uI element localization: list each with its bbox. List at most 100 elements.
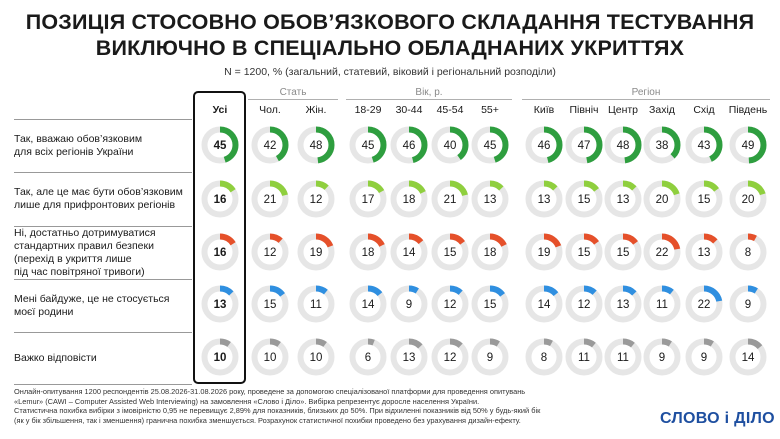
donut-cell: 11 — [297, 285, 335, 323]
donut-cell: 12 — [431, 338, 469, 376]
donut-value-label: 11 — [578, 352, 590, 364]
donut-value-label: 15 — [578, 247, 591, 259]
donut-cell: 18 — [390, 180, 428, 218]
donut-arc — [251, 233, 289, 271]
donut-arc — [685, 180, 723, 218]
donut-value-label: 13 — [214, 299, 227, 311]
donut-arc — [297, 180, 335, 218]
column-header: 45-54 — [436, 104, 464, 116]
donut-arc — [643, 180, 681, 218]
group-divider — [522, 99, 770, 100]
footer-line-3: Статистична похибка вибірки з імовірніст… — [14, 406, 541, 415]
row-label-line: під час повітряної тривоги) — [14, 265, 145, 278]
donut-arc — [431, 126, 469, 164]
donut-arc — [643, 338, 681, 376]
donut-value-label: 18 — [484, 247, 497, 259]
donut-cell: 6 — [349, 338, 387, 376]
footer-line-1: Онлайн-опитування 1200 респондентів 25.0… — [14, 387, 526, 396]
donut-value-label: 12 — [310, 194, 323, 206]
row-label: Ні, достатньо дотримуватися стандартних п… — [14, 227, 192, 278]
donut-arc — [729, 233, 767, 271]
row-label-line: Мені байдуже, це не стосується — [14, 292, 170, 305]
donut-value-label: 12 — [444, 299, 457, 311]
donut-value-label: 13 — [484, 194, 497, 206]
donut-arc — [471, 126, 509, 164]
donut-value-label: 38 — [656, 140, 669, 152]
row-label-line: Так, вважаю обов’язковим — [14, 132, 143, 145]
row-label-line: Важко відповісти — [14, 351, 97, 364]
donut-value-label: 10 — [214, 352, 227, 364]
donut-cell: 18 — [349, 233, 387, 271]
donut-cell: 13 — [201, 285, 239, 323]
donut-arc — [565, 180, 603, 218]
donut-arc — [201, 126, 239, 164]
donut-arc — [297, 338, 335, 376]
row-label-line: Ні, достатньо дотримуватися — [14, 226, 156, 239]
donut-arc — [525, 126, 563, 164]
donut-value-label: 12 — [264, 247, 277, 259]
donut-value-label: 15 — [698, 194, 711, 206]
row-label: Важко відповісти — [14, 333, 192, 383]
footer-line-2: «Lemur» (CAWI – Computer Assisted Web In… — [14, 396, 480, 406]
donut-value-label: 45 — [484, 140, 497, 152]
donut-cell: 10 — [251, 338, 289, 376]
donut-value-label: 49 — [742, 140, 755, 152]
donut-arc — [471, 233, 509, 271]
donut-value-label: 45 — [362, 140, 375, 152]
brand-logo: СЛОВО і ДІЛО — [660, 410, 775, 427]
row-separator — [14, 172, 192, 173]
donut-arc — [390, 233, 428, 271]
donut-arc — [565, 338, 603, 376]
row-label-line: для всіх регіонів України — [14, 145, 134, 158]
donut-value-label: 13 — [617, 194, 630, 206]
group-divider — [346, 99, 512, 100]
donut-value-label: 14 — [403, 247, 416, 259]
donut-arc — [729, 338, 767, 376]
donut-value-label: 20 — [656, 194, 669, 206]
row-label-line: моєї родини — [14, 305, 74, 318]
donut-arc — [297, 233, 335, 271]
donut-arc — [525, 180, 563, 218]
donut-cell: 46 — [390, 126, 428, 164]
donut-cell: 15 — [565, 233, 603, 271]
donut-cell: 14 — [525, 285, 563, 323]
column-header: 55+ — [481, 104, 499, 116]
donut-cell: 45 — [201, 126, 239, 164]
donut-arc — [251, 338, 289, 376]
donut-value-label: 16 — [214, 247, 227, 259]
row-separator — [14, 279, 192, 280]
column-header: 18-29 — [354, 104, 382, 116]
donut-cell: 42 — [251, 126, 289, 164]
donut-value-label: 15 — [617, 247, 630, 259]
donut-cell: 15 — [604, 233, 642, 271]
donut-arc — [565, 285, 603, 323]
donut-arc — [471, 180, 509, 218]
donut-arc — [525, 285, 563, 323]
donut-value-label: 8 — [745, 247, 751, 259]
donut-arc — [604, 285, 642, 323]
donut-arc — [349, 180, 387, 218]
donut-cell: 8 — [525, 338, 563, 376]
row-label-line: Так, але це має бути обов’язковим — [14, 186, 183, 198]
donut-arc — [565, 126, 603, 164]
donut-arc — [604, 126, 642, 164]
donut-cell: 13 — [685, 233, 723, 271]
donut-value-label: 22 — [656, 247, 669, 259]
donut-cell: 47 — [565, 126, 603, 164]
donut-cell: 13 — [604, 180, 642, 218]
donut-arc — [201, 285, 239, 323]
column-header: Схід — [693, 104, 715, 116]
donut-value-label: 11 — [617, 352, 629, 364]
donut-cell: 10 — [297, 338, 335, 376]
donut-cell: 18 — [471, 233, 509, 271]
donut-value-label: 21 — [444, 194, 457, 206]
donut-value-label: 15 — [264, 299, 277, 311]
donut-cell: 9 — [471, 338, 509, 376]
donut-value-label: 47 — [578, 140, 591, 152]
donut-arc — [729, 126, 767, 164]
row-separator — [14, 384, 192, 385]
donut-arc — [251, 285, 289, 323]
donut-value-label: 18 — [362, 247, 375, 259]
donut-cell: 48 — [297, 126, 335, 164]
